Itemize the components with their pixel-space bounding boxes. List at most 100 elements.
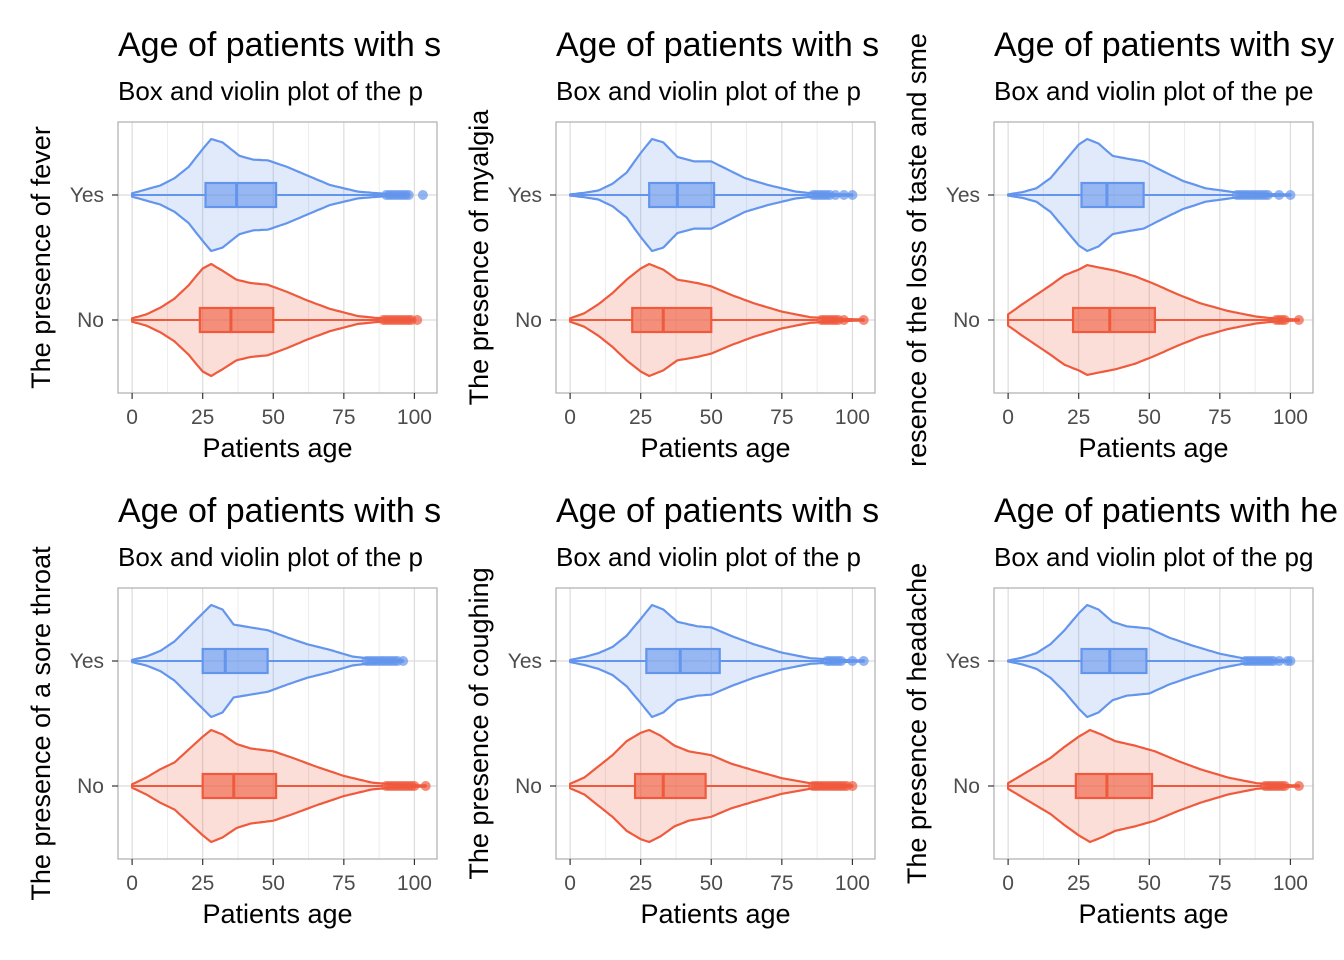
box-no [201,772,278,800]
chart-subtitle: Box and violin plot of the p [556,542,861,572]
y-tick-label: No [77,775,104,798]
outlier-point [1279,315,1290,325]
y-tick-label: Yes [70,650,104,673]
y-tick-label: No [953,309,980,332]
box-yes [645,647,721,675]
x-tick-label: 25 [1067,872,1090,895]
x-axis-label: Patients age [640,899,790,929]
x-axis-label: Patients age [640,433,790,463]
outlier-point [847,781,858,791]
x-axis-label: Patients age [1078,433,1228,463]
x-tick-label: 50 [262,406,285,429]
outlier-point [847,656,858,666]
x-tick-label: 50 [1138,872,1161,895]
x-tick-label: 75 [332,872,355,895]
x-tick-label: 25 [1067,406,1090,429]
outlier-point [847,190,858,200]
y-axis-label: The presence of a sore throat [26,546,56,901]
outlier-point [1279,781,1290,791]
outlier-point [1285,656,1296,666]
x-tick-label: 25 [629,406,652,429]
x-tick-label: 75 [1208,872,1231,895]
box-yes [201,647,269,675]
chart-subtitle: Box and violin plot of the p [556,76,861,106]
outlier-point [1262,190,1273,200]
x-tick-label: 25 [629,872,652,895]
panel-border [993,121,1314,394]
x-tick-label: 0 [1002,872,1014,895]
chart-title: Age of patients with s [556,26,879,64]
chart-title: Age of patients with s [118,26,441,64]
y-tick-label: Yes [946,650,980,673]
box-yes [648,181,716,209]
chart-title: Age of patients with s [556,492,879,530]
y-axis-label: The presence of headache [902,563,932,884]
y-tick-label: Yes [70,184,104,207]
y-tick-label: Yes [946,184,980,207]
x-axis-label: Patients age [202,433,352,463]
x-tick-label: 50 [700,872,723,895]
x-tick-label: 50 [262,872,285,895]
x-tick-label: 25 [191,406,214,429]
box-no [198,306,275,334]
x-axis-label: Patients age [202,899,352,929]
x-tick-label: 0 [126,406,138,429]
y-axis-label: presence of the loss of taste and sme [902,33,932,482]
panel-border [117,587,438,860]
y-axis-label: The presence of coughing [464,567,494,879]
x-tick-label: 75 [770,406,793,429]
x-tick-label: 0 [564,872,576,895]
box-yes [204,181,278,209]
x-axis-label: Patients age [1078,899,1228,929]
panel-border [555,121,876,394]
outlier-point [838,190,849,200]
chart-subtitle: Box and violin plot of the p [118,542,423,572]
x-tick-label: 75 [1208,406,1231,429]
outlier-point [409,781,420,791]
box-no [631,306,713,334]
y-tick-label: No [515,309,542,332]
box-no [1074,772,1154,800]
panel-border [117,121,438,394]
y-axis-label: The presence of fever [26,126,56,389]
y-axis-label: The presence of myalgia [464,109,494,406]
chart-panel-2: Age of patients with s Box and violin plo… [464,26,879,463]
x-tick-label: 75 [770,872,793,895]
box-no [633,772,707,800]
outlier-point [830,190,841,200]
chart-title: Age of patients with sy [994,26,1334,64]
chart-panel-6: Age of patients with he Box and violin pl… [902,492,1338,929]
outlier-point [838,315,849,325]
x-tick-label: 100 [835,872,870,895]
x-tick-label: 50 [1138,406,1161,429]
y-tick-label: Yes [508,184,542,207]
x-tick-label: 100 [1273,872,1308,895]
box-no [1071,306,1157,334]
outlier-point [417,190,428,200]
box-yes [1080,181,1145,209]
outlier-point [1285,190,1296,200]
chart-panel-4: Age of patients with s Box and violin plo… [26,492,441,929]
outlier-point [420,781,431,791]
y-tick-label: Yes [508,650,542,673]
chart-panel-3: Age of patients with sy Box and violin pl… [902,26,1334,482]
chart-title: Age of patients with s [118,492,441,530]
chart-panel-1: Age of patients with s Box and violin plo… [26,26,441,463]
outlier-point [412,315,423,325]
outlier-point [858,656,869,666]
x-tick-label: 100 [397,872,432,895]
x-tick-label: 75 [332,406,355,429]
x-tick-label: 100 [835,406,870,429]
outlier-point [398,656,409,666]
outlier-point [1293,781,1304,791]
x-tick-label: 100 [1273,406,1308,429]
outlier-point [403,190,414,200]
chart-subtitle: Box and violin plot of the pe [994,76,1313,106]
outlier-point [1274,656,1285,666]
x-tick-label: 0 [564,406,576,429]
x-tick-label: 25 [191,872,214,895]
box-yes [1080,647,1148,675]
outlier-point [858,315,869,325]
x-tick-label: 0 [1002,406,1014,429]
